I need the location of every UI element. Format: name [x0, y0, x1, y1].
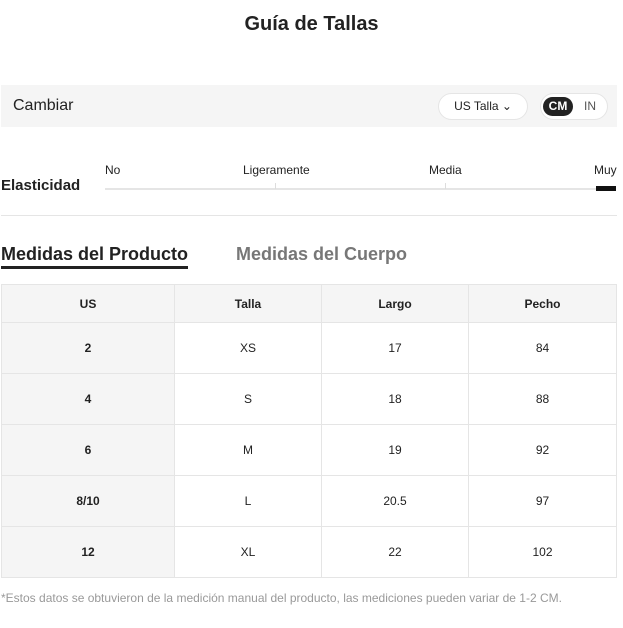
table-cell: XS	[174, 322, 322, 374]
table-cell: XL	[174, 526, 322, 578]
table-cell: 88	[468, 373, 617, 425]
size-system-select[interactable]: US Talla ⌄	[438, 93, 528, 120]
tick	[275, 183, 276, 189]
table-row: 2 XS 17 84	[1, 322, 617, 374]
unit-in[interactable]: IN	[584, 99, 596, 113]
select-value: US Talla	[454, 99, 499, 113]
unit-toggle[interactable]: CM IN	[540, 93, 608, 120]
tick	[445, 183, 446, 189]
change-label: Cambiar	[13, 97, 74, 114]
table-cell: M	[174, 424, 322, 476]
elasticity-indicator	[596, 186, 616, 191]
table-cell: 6	[1, 424, 175, 476]
tab-body-measurements[interactable]: Medidas del Cuerpo	[236, 244, 408, 264]
header-us: US	[1, 284, 175, 323]
table-cell: L	[174, 475, 322, 527]
header-talla: Talla	[174, 284, 322, 323]
table-cell: S	[174, 373, 322, 425]
page-title: Guía de Tallas	[244, 13, 379, 35]
table-cell: 4	[1, 373, 175, 425]
table-cell: 97	[468, 475, 617, 527]
table-cell: 18	[321, 373, 469, 425]
table-row: 6 M 19 92	[1, 424, 617, 476]
level-no: No	[105, 163, 121, 177]
level-muy: Muy	[594, 163, 617, 177]
size-table: US Talla Largo Pecho 2 XS 17 84 4 S 18 88 6 M 19 92 8/1…	[1, 284, 617, 578]
disclaimer-note: *Estos datos se obtuvieron de la medició…	[1, 591, 562, 605]
table-cell: 8/10	[1, 475, 175, 527]
table-row: 12 XL 22 102	[1, 526, 617, 578]
table-cell: 22	[321, 526, 469, 578]
table-cell: 20.5	[321, 475, 469, 527]
chevron-down-icon: ⌄	[501, 99, 512, 113]
elasticity-track	[105, 188, 616, 190]
level-media: Media	[429, 163, 462, 177]
table-row: 4 S 18 88	[1, 373, 617, 425]
settings-bar: Cambiar US Talla ⌄ CM IN	[1, 85, 617, 127]
table-cell: 102	[468, 526, 617, 578]
table-cell: 17	[321, 322, 469, 374]
table-cell: 84	[468, 322, 617, 374]
unit-cm[interactable]: CM	[543, 97, 573, 116]
tab-product-measurements[interactable]: Medidas del Producto	[1, 244, 189, 269]
header-largo: Largo	[321, 284, 469, 323]
header-pecho: Pecho	[468, 284, 617, 323]
table-cell: 12	[1, 526, 175, 578]
table-row: 8/10 L 20.5 97	[1, 475, 617, 527]
table-cell: 92	[468, 424, 617, 476]
level-ligeramente: Ligeramente	[243, 163, 310, 177]
table-cell: 19	[321, 424, 469, 476]
table-cell: 2	[1, 322, 175, 374]
elasticity-label: Elasticidad	[1, 177, 81, 194]
divider	[1, 215, 617, 216]
